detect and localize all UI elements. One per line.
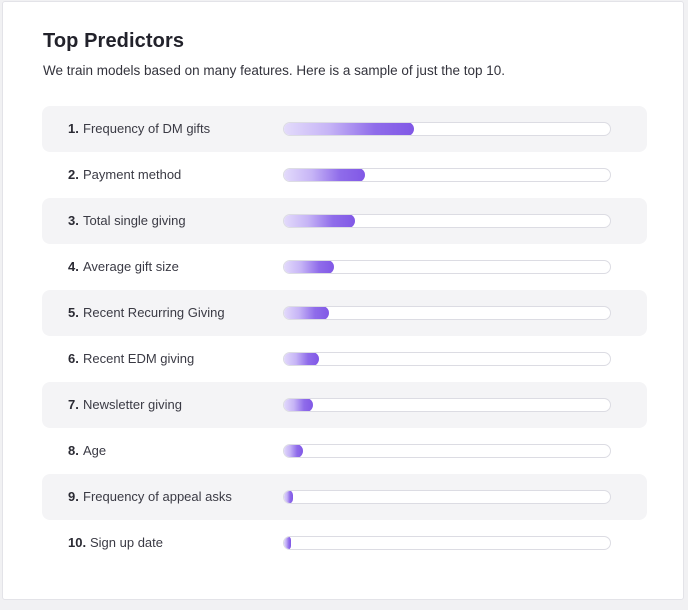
predictor-label: Payment method bbox=[83, 167, 182, 182]
predictor-rank: 1. bbox=[68, 121, 79, 136]
card-subtitle: We train models based on many features. … bbox=[43, 63, 505, 78]
importance-bar-fill bbox=[284, 491, 293, 503]
predictor-label: Frequency of appeal asks bbox=[83, 489, 232, 504]
predictor-label: Total single giving bbox=[83, 213, 186, 228]
importance-bar-fill bbox=[284, 537, 291, 549]
predictor-label: Sign up date bbox=[90, 535, 164, 550]
predictor-row: 1. Frequency of DM gifts bbox=[42, 106, 647, 152]
predictor-rank: 7. bbox=[68, 397, 79, 412]
importance-bar-track bbox=[283, 260, 611, 274]
predictor-label: Recent EDM giving bbox=[83, 351, 195, 366]
predictor-label: Recent Recurring Giving bbox=[83, 305, 225, 320]
predictor-rank: 2. bbox=[68, 167, 79, 182]
predictor-row: 2. Payment method bbox=[42, 152, 647, 198]
importance-bar-fill bbox=[284, 445, 303, 457]
predictor-row: 3. Total single giving bbox=[42, 198, 647, 244]
predictor-row: 9. Frequency of appeal asks bbox=[42, 474, 647, 520]
importance-bar-fill bbox=[284, 169, 365, 181]
predictor-row: 6. Recent EDM giving bbox=[42, 336, 647, 382]
importance-bar-fill bbox=[284, 261, 334, 273]
importance-bar-track bbox=[283, 490, 611, 504]
predictor-rank: 8. bbox=[68, 443, 79, 458]
card-title: Top Predictors bbox=[43, 30, 185, 52]
predictor-label: Average gift size bbox=[83, 259, 179, 274]
predictor-list: 1. Frequency of DM gifts 2. Payment method 3… bbox=[42, 106, 647, 566]
predictor-rank: 9. bbox=[68, 489, 79, 504]
importance-bar-track bbox=[283, 306, 611, 320]
importance-bar-track bbox=[283, 352, 611, 366]
importance-bar-track bbox=[283, 168, 611, 182]
importance-bar-fill bbox=[284, 307, 329, 319]
importance-bar-track bbox=[283, 122, 611, 136]
importance-bar-track bbox=[283, 398, 611, 412]
importance-bar-fill bbox=[284, 123, 414, 135]
predictor-rank: 4. bbox=[68, 259, 79, 274]
predictor-rank: 6. bbox=[68, 351, 79, 366]
predictor-label: Age bbox=[83, 443, 107, 458]
predictor-row: 5. Recent Recurring Giving bbox=[42, 290, 647, 336]
predictor-rank: 3. bbox=[68, 213, 79, 228]
predictor-rank: 5. bbox=[68, 305, 79, 320]
predictors-card: Top Predictors We train models based on … bbox=[2, 1, 684, 600]
predictor-row: 7. Newsletter giving bbox=[42, 382, 647, 428]
predictor-row: 8. Age bbox=[42, 428, 647, 474]
importance-bar-fill bbox=[284, 215, 355, 227]
importance-bar-fill bbox=[284, 353, 319, 365]
importance-bar-track bbox=[283, 214, 611, 228]
predictor-label: Frequency of DM gifts bbox=[83, 121, 211, 136]
importance-bar-fill bbox=[284, 399, 313, 411]
predictor-row: 4. Average gift size bbox=[42, 244, 647, 290]
predictor-rank: 10. bbox=[68, 535, 87, 550]
importance-bar-track bbox=[283, 444, 611, 458]
predictor-row: 10. Sign up date bbox=[42, 520, 647, 566]
importance-bar-track bbox=[283, 536, 611, 550]
predictor-label: Newsletter giving bbox=[83, 397, 182, 412]
